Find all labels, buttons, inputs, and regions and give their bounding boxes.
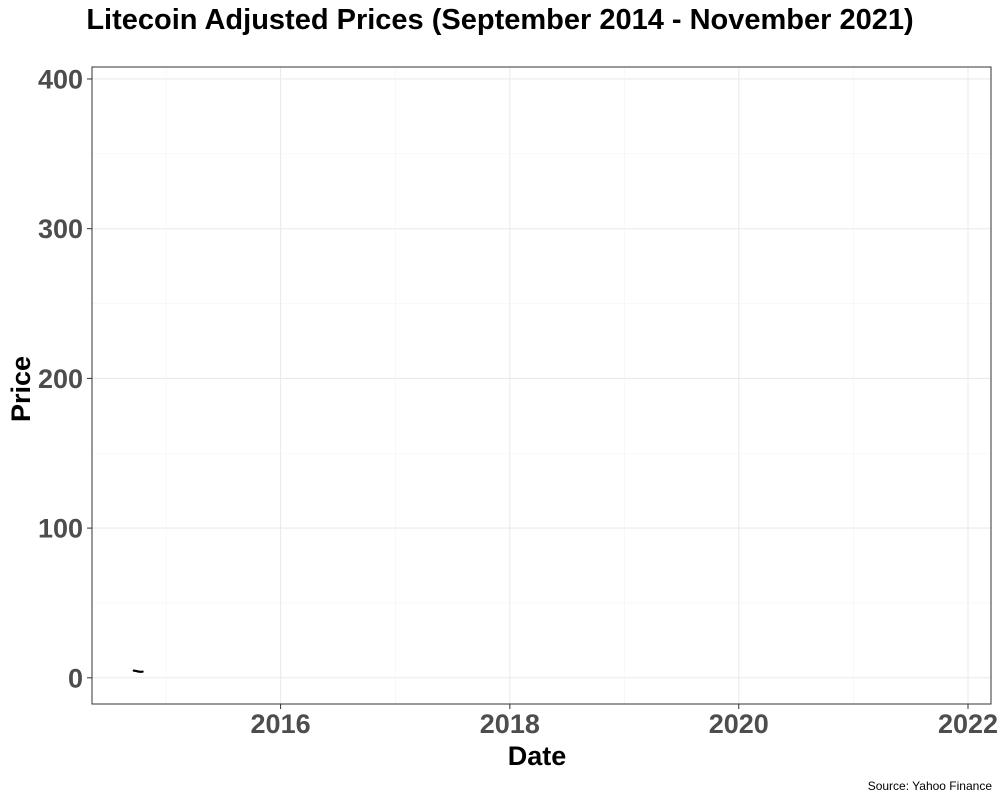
- x-tick-label: 2018: [480, 709, 540, 739]
- grid: [92, 67, 991, 704]
- price-point: [139, 670, 142, 673]
- y-tick-label: 200: [38, 364, 83, 394]
- y-axis-title: Price: [6, 356, 36, 422]
- y-axis: 0 100 200 300 400: [38, 64, 92, 693]
- plot-area: [132, 669, 144, 673]
- x-tick-label: 2016: [251, 709, 311, 739]
- x-axis-title: Date: [508, 741, 567, 771]
- price-point: [137, 670, 140, 673]
- price-point: [132, 669, 135, 672]
- chart-title: Litecoin Adjusted Prices (September 2014…: [86, 4, 914, 36]
- source-caption: Source: Yahoo Finance: [867, 779, 992, 793]
- price-point: [141, 670, 144, 673]
- x-axis: 2016 2018 2020 2022: [251, 704, 998, 739]
- x-tick-label: 2020: [709, 709, 769, 739]
- x-tick-label: 2022: [938, 709, 998, 739]
- price-point: [135, 670, 137, 672]
- y-tick-label: 100: [38, 514, 83, 544]
- plot-border: [91, 66, 992, 705]
- y-tick-label: 400: [38, 64, 83, 94]
- y-tick-label: 0: [68, 663, 83, 693]
- y-tick-label: 300: [38, 214, 83, 244]
